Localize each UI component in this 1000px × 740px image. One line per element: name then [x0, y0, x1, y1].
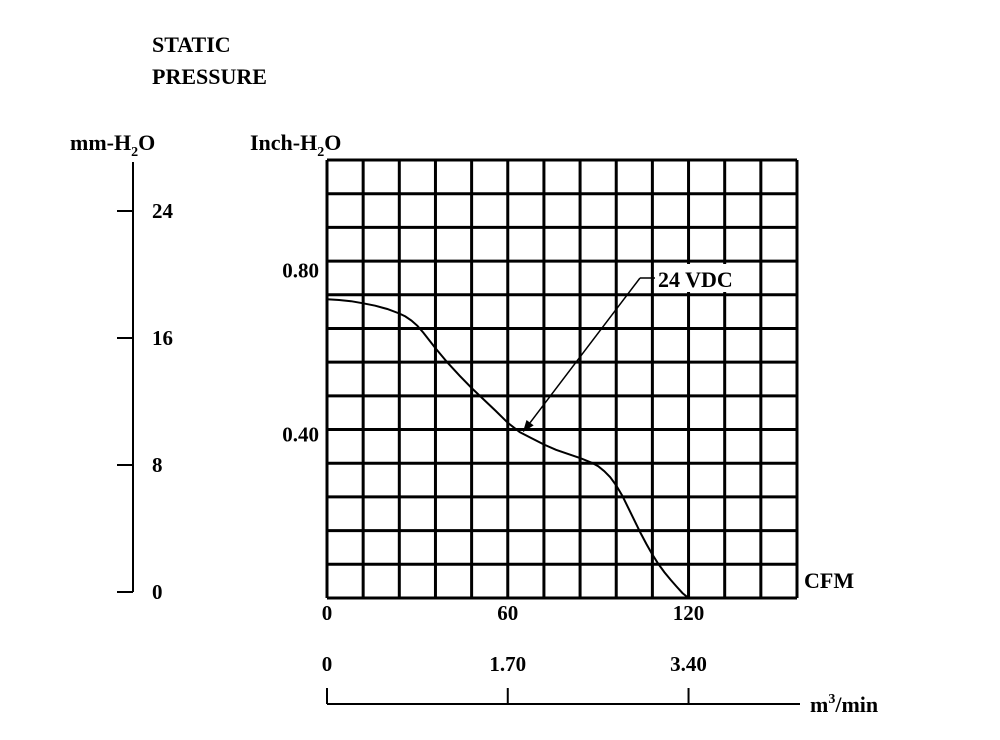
- x-axis-unit: CFM: [804, 568, 854, 593]
- y-axis-label: Inch-H2O: [250, 130, 341, 160]
- y-tick-label: 0.80: [282, 259, 319, 283]
- left-axis-tick-label: 24: [152, 199, 174, 223]
- annotation-label-bg: [655, 264, 753, 292]
- series-line-24vdc: [326, 298, 690, 599]
- chart-title-line-1: STATIC: [152, 32, 231, 57]
- annotation-label: 24 VDC: [658, 267, 733, 292]
- y-tick-label: 0.40: [282, 422, 319, 446]
- x-tick-label: 120: [673, 601, 705, 625]
- y-axis-ticks: 0.80 0.40: [282, 259, 319, 447]
- x-axis-ticks: 0 60 120: [322, 601, 705, 625]
- grid: [325, 158, 799, 600]
- bottom-axis-unit: m3/min: [810, 692, 878, 717]
- left-axis-tick-label: 8: [152, 453, 163, 477]
- bottom-axis-tick-label: 1.70: [489, 652, 526, 676]
- x-tick-label: 60: [497, 601, 518, 625]
- annotation: 24 VDC: [522, 264, 753, 433]
- left-axis-tick-label: 16: [152, 326, 173, 350]
- left-axis: 24 16 8 0: [117, 162, 174, 604]
- bottom-axis-tick-label: 3.40: [670, 652, 707, 676]
- annotation-arrowhead: [522, 419, 534, 433]
- x-tick-label: 0: [322, 601, 333, 625]
- bottom-axis: 0 1.70 3.40: [322, 652, 800, 705]
- annotation-arrow: [529, 277, 641, 424]
- left-axis-tick-label: 0: [152, 580, 163, 604]
- left-axis-label: mm-H2O: [70, 130, 155, 160]
- chart-title-line-2: PRESSURE: [152, 64, 267, 89]
- bottom-axis-tick-label: 0: [322, 652, 333, 676]
